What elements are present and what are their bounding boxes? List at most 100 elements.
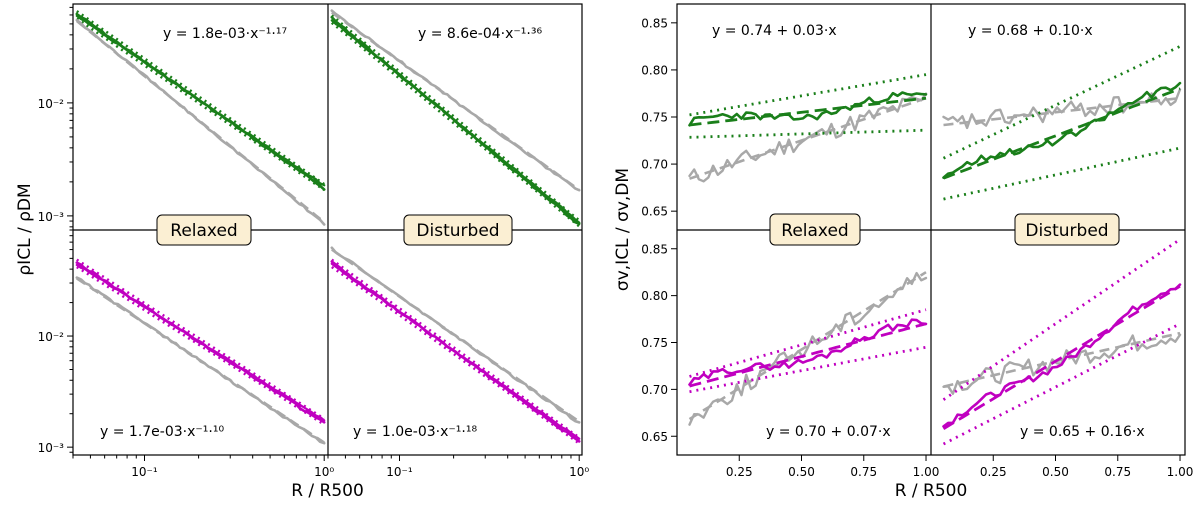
x-tick-label: 10⁰ — [314, 465, 334, 479]
x-tick-label: 0.75 — [1104, 465, 1131, 479]
profile-line — [688, 318, 928, 386]
fit-equation: y = 1.0e-03·x⁻¹·¹⁸ — [353, 424, 477, 440]
gray-fit-line — [688, 271, 927, 421]
gray-profile-line — [330, 246, 581, 424]
x-axis-label: R / R500 — [895, 481, 968, 501]
badge-label: Relaxed — [170, 221, 237, 241]
lower-bound-line — [689, 128, 927, 139]
badge-label: Disturbed — [1025, 221, 1108, 241]
lower-bound-line — [943, 146, 1181, 201]
y-tick-label: 0.80 — [641, 289, 668, 303]
badge-box — [156, 214, 252, 246]
profile-line — [688, 91, 928, 127]
fit-equation: y = 0.68 + 0.10·x — [968, 23, 1093, 39]
badge-disturbed: Disturbed — [1014, 213, 1120, 246]
panel-top-left: y = 1.8e-03·x⁻¹·¹⁷ — [75, 10, 326, 226]
badge-box — [403, 214, 513, 246]
y-tick-label: 10⁻³ — [38, 210, 65, 224]
badge-relaxed: Relaxed — [156, 214, 252, 246]
profile-line — [942, 283, 1182, 428]
lower-bound-line — [331, 265, 580, 445]
x-axis: 10⁻¹ 10⁰ 10⁻¹ 10⁰ R / R500 — [72, 455, 589, 501]
y-tick-label: 0.80 — [641, 63, 668, 77]
fit-equation: y = 0.65 + 0.16·x — [1020, 424, 1145, 440]
x-tick-label: 10⁰ — [569, 465, 589, 479]
profile-line-secondary — [75, 14, 326, 187]
gray-profile-line — [75, 18, 326, 226]
x-tick-label: 0.50 — [788, 465, 815, 479]
fit-equation: y = 8.6e-04·x⁻¹·³⁶ — [418, 26, 542, 42]
fit-line — [689, 96, 927, 127]
y-tick-label: 10⁻² — [38, 97, 65, 111]
upper-bound-line — [76, 258, 325, 420]
x-tick-label: 10⁻¹ — [131, 465, 158, 479]
density-ratio-chart: y = 1.8e-03·x⁻¹·¹⁷ y = 8.6e-04·x⁻¹·³⁶ y = … — [15, 3, 589, 501]
lower-bound-line — [330, 21, 581, 228]
profile-line — [942, 81, 1182, 179]
y-tick-label: 0.70 — [641, 383, 668, 397]
gray-profile-line — [942, 88, 1182, 130]
x-tick-label: 1.00 — [913, 465, 940, 479]
panel-bottom-right: y = 0.65 + 0.16·x — [942, 238, 1182, 446]
fit-equation: y = 1.7e-03·x⁻¹·¹⁰ — [100, 424, 224, 440]
upper-bound-line — [689, 73, 927, 117]
fit-equation: y = 0.70 + 0.07·x — [766, 424, 891, 440]
y-tick-label: 0.65 — [641, 430, 668, 444]
upper-bound-line — [330, 14, 581, 222]
fit-line — [942, 87, 1181, 180]
x-tick-label: 10⁻¹ — [386, 465, 413, 479]
x-axis-label: R / R500 — [291, 481, 364, 501]
badge-relaxed: Relaxed — [769, 213, 861, 246]
y-axis: 10⁻³ 10⁻² 10⁻³ 10⁻² ρICL / ρDM — [15, 6, 73, 455]
lower-bound-line — [689, 345, 927, 394]
badge-disturbed: Disturbed — [403, 214, 513, 246]
fit-equation: y = 0.74 + 0.03·x — [712, 23, 837, 39]
x-tick-label: 0.25 — [726, 465, 753, 479]
fit-line — [942, 285, 1181, 430]
x-tick-label: 1.00 — [1167, 465, 1194, 479]
y-tick-label: 0.85 — [641, 242, 668, 256]
y-tick-label: 10⁻² — [38, 330, 65, 344]
gray-profile-line — [688, 271, 928, 426]
y-tick-label: 0.70 — [641, 158, 668, 172]
x-tick-label: 0.75 — [850, 465, 877, 479]
badge-box — [1014, 213, 1120, 246]
profile-line-secondary — [330, 262, 581, 440]
badge-label: Relaxed — [781, 221, 848, 241]
profile-line-secondary — [330, 19, 581, 224]
panel-bottom-left: y = 1.7e-03·x⁻¹·¹⁰ — [75, 258, 326, 445]
panel-bottom-right: y = 1.0e-03·x⁻¹·¹⁸ — [330, 246, 581, 445]
upper-bound-line — [689, 308, 927, 378]
upper-bound-line — [942, 238, 1181, 401]
gray-profile-line — [330, 9, 581, 192]
y-tick-label: 0.75 — [641, 111, 668, 125]
profile-line-secondary — [75, 263, 326, 422]
y-tick-label: 10⁻³ — [38, 441, 65, 455]
y-axis-label: ρICL / ρDM — [15, 183, 35, 275]
gray-profile-line — [75, 276, 326, 445]
velocity-dispersion-ratio-chart: y = 0.74 + 0.03·x y = 0.68 + 0.10·x y = 0.… — [613, 3, 1193, 501]
x-tick-label: 0.25 — [980, 465, 1007, 479]
panel-top-right: y = 0.68 + 0.10·x — [942, 23, 1182, 201]
panel-bottom-left: y = 0.70 + 0.07·x — [688, 271, 928, 440]
y-tick-label: 0.85 — [641, 16, 668, 30]
y-tick-label: 0.65 — [641, 205, 668, 219]
upper-bound-line — [942, 45, 1181, 160]
lower-bound-line — [76, 265, 325, 426]
panel-top-right: y = 8.6e-04·x⁻¹·³⁶ — [330, 9, 581, 228]
fit-line — [689, 322, 927, 388]
gray-profile-line — [688, 92, 928, 183]
y-axis-label: σv,ICL / σv,DM — [613, 168, 633, 291]
upper-bound-line — [76, 10, 325, 186]
y-axis: 0.65 0.70 0.75 0.80 0.85 0.65 0.70 0.75 0.80 0.85… — [613, 16, 677, 444]
badge-box — [769, 213, 861, 246]
panel-top-left: y = 0.74 + 0.03·x — [688, 23, 928, 183]
gray-fit-line — [943, 331, 1181, 388]
x-tick-label: 0.50 — [1042, 465, 1069, 479]
lower-bound-line — [76, 17, 325, 192]
fit-equation: y = 1.8e-03·x⁻¹·¹⁷ — [163, 26, 287, 42]
gray-fit-line — [689, 96, 927, 180]
y-tick-label: 0.75 — [641, 336, 668, 350]
x-axis: 0.25 0.50 0.75 1.00 0.25 0.50 0.75 1.00 R / R500 — [726, 455, 1193, 501]
